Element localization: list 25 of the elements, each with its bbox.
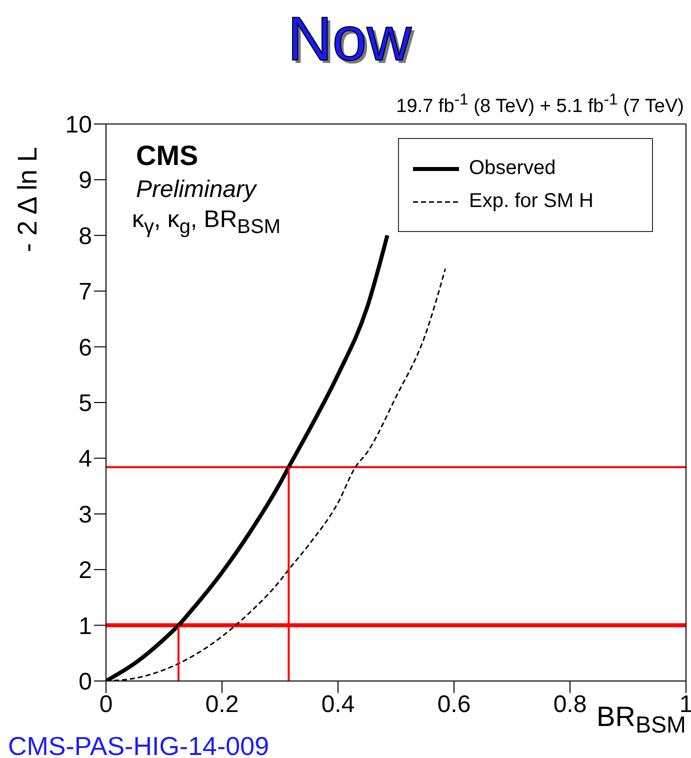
y-tick-label: 7 (78, 278, 92, 306)
y-tick-label: 5 (78, 390, 92, 418)
x-tick-label: 0.6 (437, 691, 471, 718)
chart-title: Now (287, 5, 412, 74)
y-tick-label: 8 (78, 222, 92, 250)
y-tick-label: 10 (65, 112, 92, 139)
x-tick-label: 0.4 (321, 691, 355, 718)
y-tick-label: 6 (78, 334, 92, 362)
x-tick-label: 0.8 (553, 691, 587, 718)
y-tick-label: 4 (78, 446, 92, 473)
legend-label: Exp. for SM H (469, 190, 594, 213)
text: CMS-PAS-HIG-14-009 (8, 731, 270, 758)
y-tick-label: 9 (78, 167, 92, 194)
annotation: Preliminary (136, 176, 256, 203)
y-tick-label: 1 (78, 612, 92, 640)
y-tick-label: 2 (78, 557, 92, 584)
x-tick-label: 0.2 (205, 691, 239, 718)
chart-subtitle: 19.7 fb$^{-1}$ (8 TeV) + 5.1 fb$^{-1}$ (7 TeV) (396, 92, 684, 118)
y-tick-label: 3 (78, 501, 92, 528)
legend-label: Observed (469, 157, 556, 180)
annotation: CMS (136, 140, 198, 171)
annotation: κ$_{γ}$, κ$_{g}$, BR$_{BSM}$ (132, 206, 280, 238)
x-tick-label: 0 (99, 691, 113, 718)
y-tick-label: 0 (78, 668, 92, 696)
y-axis-title: - 2 Δ ln L (12, 146, 42, 252)
